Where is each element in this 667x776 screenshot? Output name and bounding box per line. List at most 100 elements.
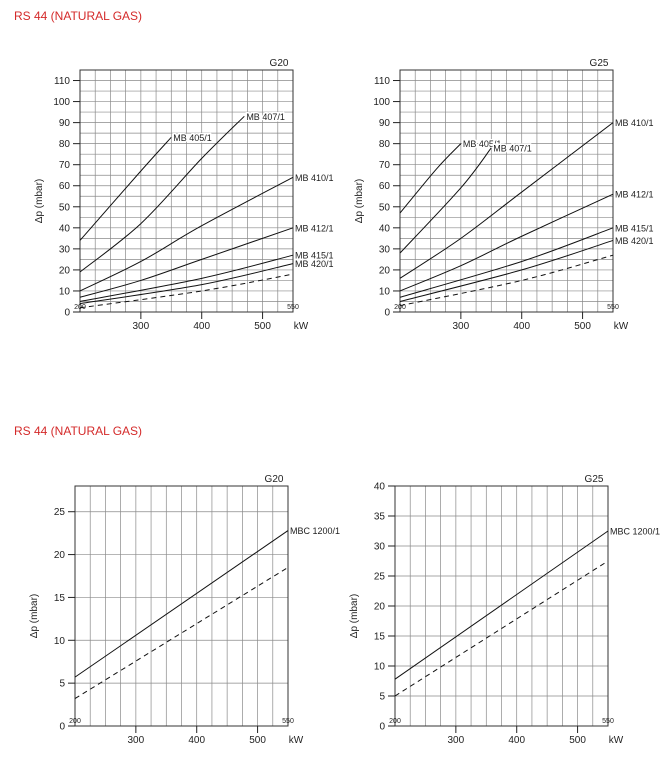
series-line: [79, 115, 245, 273]
series-label: MB 420/1: [295, 259, 334, 269]
series-label: MB 407/1: [246, 112, 285, 122]
series-line: [399, 147, 492, 254]
x-tick-label: 500: [569, 735, 586, 746]
series-label: MBC 1200/1: [290, 526, 340, 536]
x-axis-label: kW: [289, 735, 304, 746]
series-line: [74, 530, 289, 678]
series-line: [79, 254, 294, 302]
gas-type-label: G20: [270, 58, 289, 69]
pressure-drop-chart-g25-mb: 0 10 20 30 40 50 60 70 80 90 100 110 300 400 500 200 550…: [330, 56, 660, 346]
series-line-dashed: [394, 560, 609, 697]
series-line: [394, 530, 609, 680]
plot-frame: [79, 69, 294, 313]
plot-frame: [399, 69, 614, 313]
x-tick-label: 300: [128, 735, 145, 746]
series-line: [79, 227, 294, 298]
series-label: MB 405/1: [173, 133, 212, 143]
plot-frame: [74, 485, 289, 727]
y-tick-label: 5: [59, 679, 65, 690]
x-range-label: 550: [602, 718, 614, 725]
series-line-dashed: [79, 273, 294, 309]
x-tick-label: 400: [508, 735, 525, 746]
series-label: MB 410/1: [615, 118, 654, 128]
series-line: [399, 143, 462, 214]
x-tick-label: 300: [453, 321, 470, 332]
x-range-label: 200: [69, 718, 81, 725]
x-axis-label: kW: [614, 321, 629, 332]
series-label: MB 405/1: [463, 139, 502, 149]
x-range-label: 550: [607, 304, 619, 311]
series-line-dashed: [74, 567, 289, 699]
series-label: MB 407/1: [493, 143, 532, 153]
y-axis-label: Δp (mbar): [354, 179, 365, 223]
series-line: [79, 137, 172, 241]
y-tick-label: 10: [54, 636, 66, 647]
series-line: [399, 239, 614, 302]
y-tick-label: 20: [59, 265, 71, 276]
x-axis-label: kW: [294, 321, 309, 332]
y-tick-label: 10: [59, 286, 71, 297]
series-line: [399, 193, 614, 292]
y-tick-label: 110: [374, 76, 390, 87]
x-tick-label: 500: [254, 321, 271, 332]
series-label: MB 420/1: [615, 236, 654, 246]
y-tick-label: 0: [59, 722, 65, 733]
y-tick-label: 15: [374, 632, 386, 643]
series-label: MB 412/1: [295, 223, 334, 233]
pressure-drop-chart-g20-mb: 0 10 20 30 40 50 60 70 80 90 100 110 300 400 500 200 550…: [0, 56, 335, 346]
x-axis-label: kW: [609, 735, 624, 746]
grid: [395, 486, 608, 726]
series-label: MB 415/1: [615, 223, 654, 233]
series-label: MB 415/1: [295, 251, 334, 261]
series-label: MB 412/1: [615, 190, 654, 200]
y-tick-label: 30: [374, 542, 386, 553]
y-tick-label: 30: [59, 244, 71, 255]
y-tick-label: 70: [59, 160, 71, 171]
y-tick-label: 80: [379, 139, 391, 150]
y-tick-label: 60: [59, 181, 71, 192]
x-tick-label: 500: [249, 735, 266, 746]
grid: [75, 486, 288, 726]
y-tick-label: 50: [379, 202, 391, 213]
x-tick-label: 300: [133, 321, 150, 332]
y-tick-label: 100: [373, 97, 390, 108]
y-tick-label: 90: [379, 118, 391, 129]
series-line: [399, 122, 614, 279]
y-tick-label: 0: [384, 308, 390, 319]
x-tick-label: 400: [193, 321, 210, 332]
x-range-label: 550: [282, 718, 294, 725]
y-tick-label: 10: [374, 662, 386, 673]
y-tick-label: 25: [374, 572, 386, 583]
y-tick-label: 90: [59, 118, 71, 129]
series-line: [399, 227, 614, 298]
y-tick-label: 35: [374, 512, 386, 523]
y-tick-label: 40: [374, 482, 386, 493]
gas-type-label: G25: [585, 474, 604, 485]
x-range-label: 200: [389, 718, 401, 725]
series-line: [79, 263, 294, 305]
y-tick-label: 15: [54, 593, 66, 604]
y-axis-label: Δp (mbar): [349, 594, 360, 638]
y-tick-label: 70: [379, 160, 391, 171]
series-label: MBC 1200/1: [610, 527, 660, 537]
x-tick-label: 500: [574, 321, 591, 332]
section-title: RS 44 (NATURAL GAS): [14, 9, 143, 23]
y-tick-label: 50: [59, 202, 71, 213]
y-tick-label: 20: [54, 550, 66, 561]
y-tick-label: 5: [379, 692, 385, 703]
pressure-drop-chart-g20-mbc: 0 5 10 15 20 25 300 400 500 200 550 kW Δp (mbar) G20 M…: [0, 470, 342, 760]
pressure-drop-chart-g25-mbc: 0 5 10 15 20 25 30 35 40 300 400 500 200 550 kW Δp (mba…: [330, 470, 662, 760]
y-tick-label: 10: [379, 286, 391, 297]
y-tick-label: 25: [54, 507, 66, 518]
y-tick-label: 0: [64, 308, 70, 319]
x-range-label: 550: [287, 304, 299, 311]
y-axis-label: Δp (mbar): [29, 594, 40, 638]
x-tick-label: 400: [513, 321, 530, 332]
y-tick-label: 40: [59, 223, 71, 234]
series-label: MB 410/1: [295, 173, 334, 183]
x-range-label: 200: [394, 304, 406, 311]
y-tick-label: 20: [374, 602, 386, 613]
series-line: [79, 176, 294, 292]
section-title: RS 44 (NATURAL GAS): [14, 424, 143, 438]
x-tick-label: 400: [188, 735, 205, 746]
